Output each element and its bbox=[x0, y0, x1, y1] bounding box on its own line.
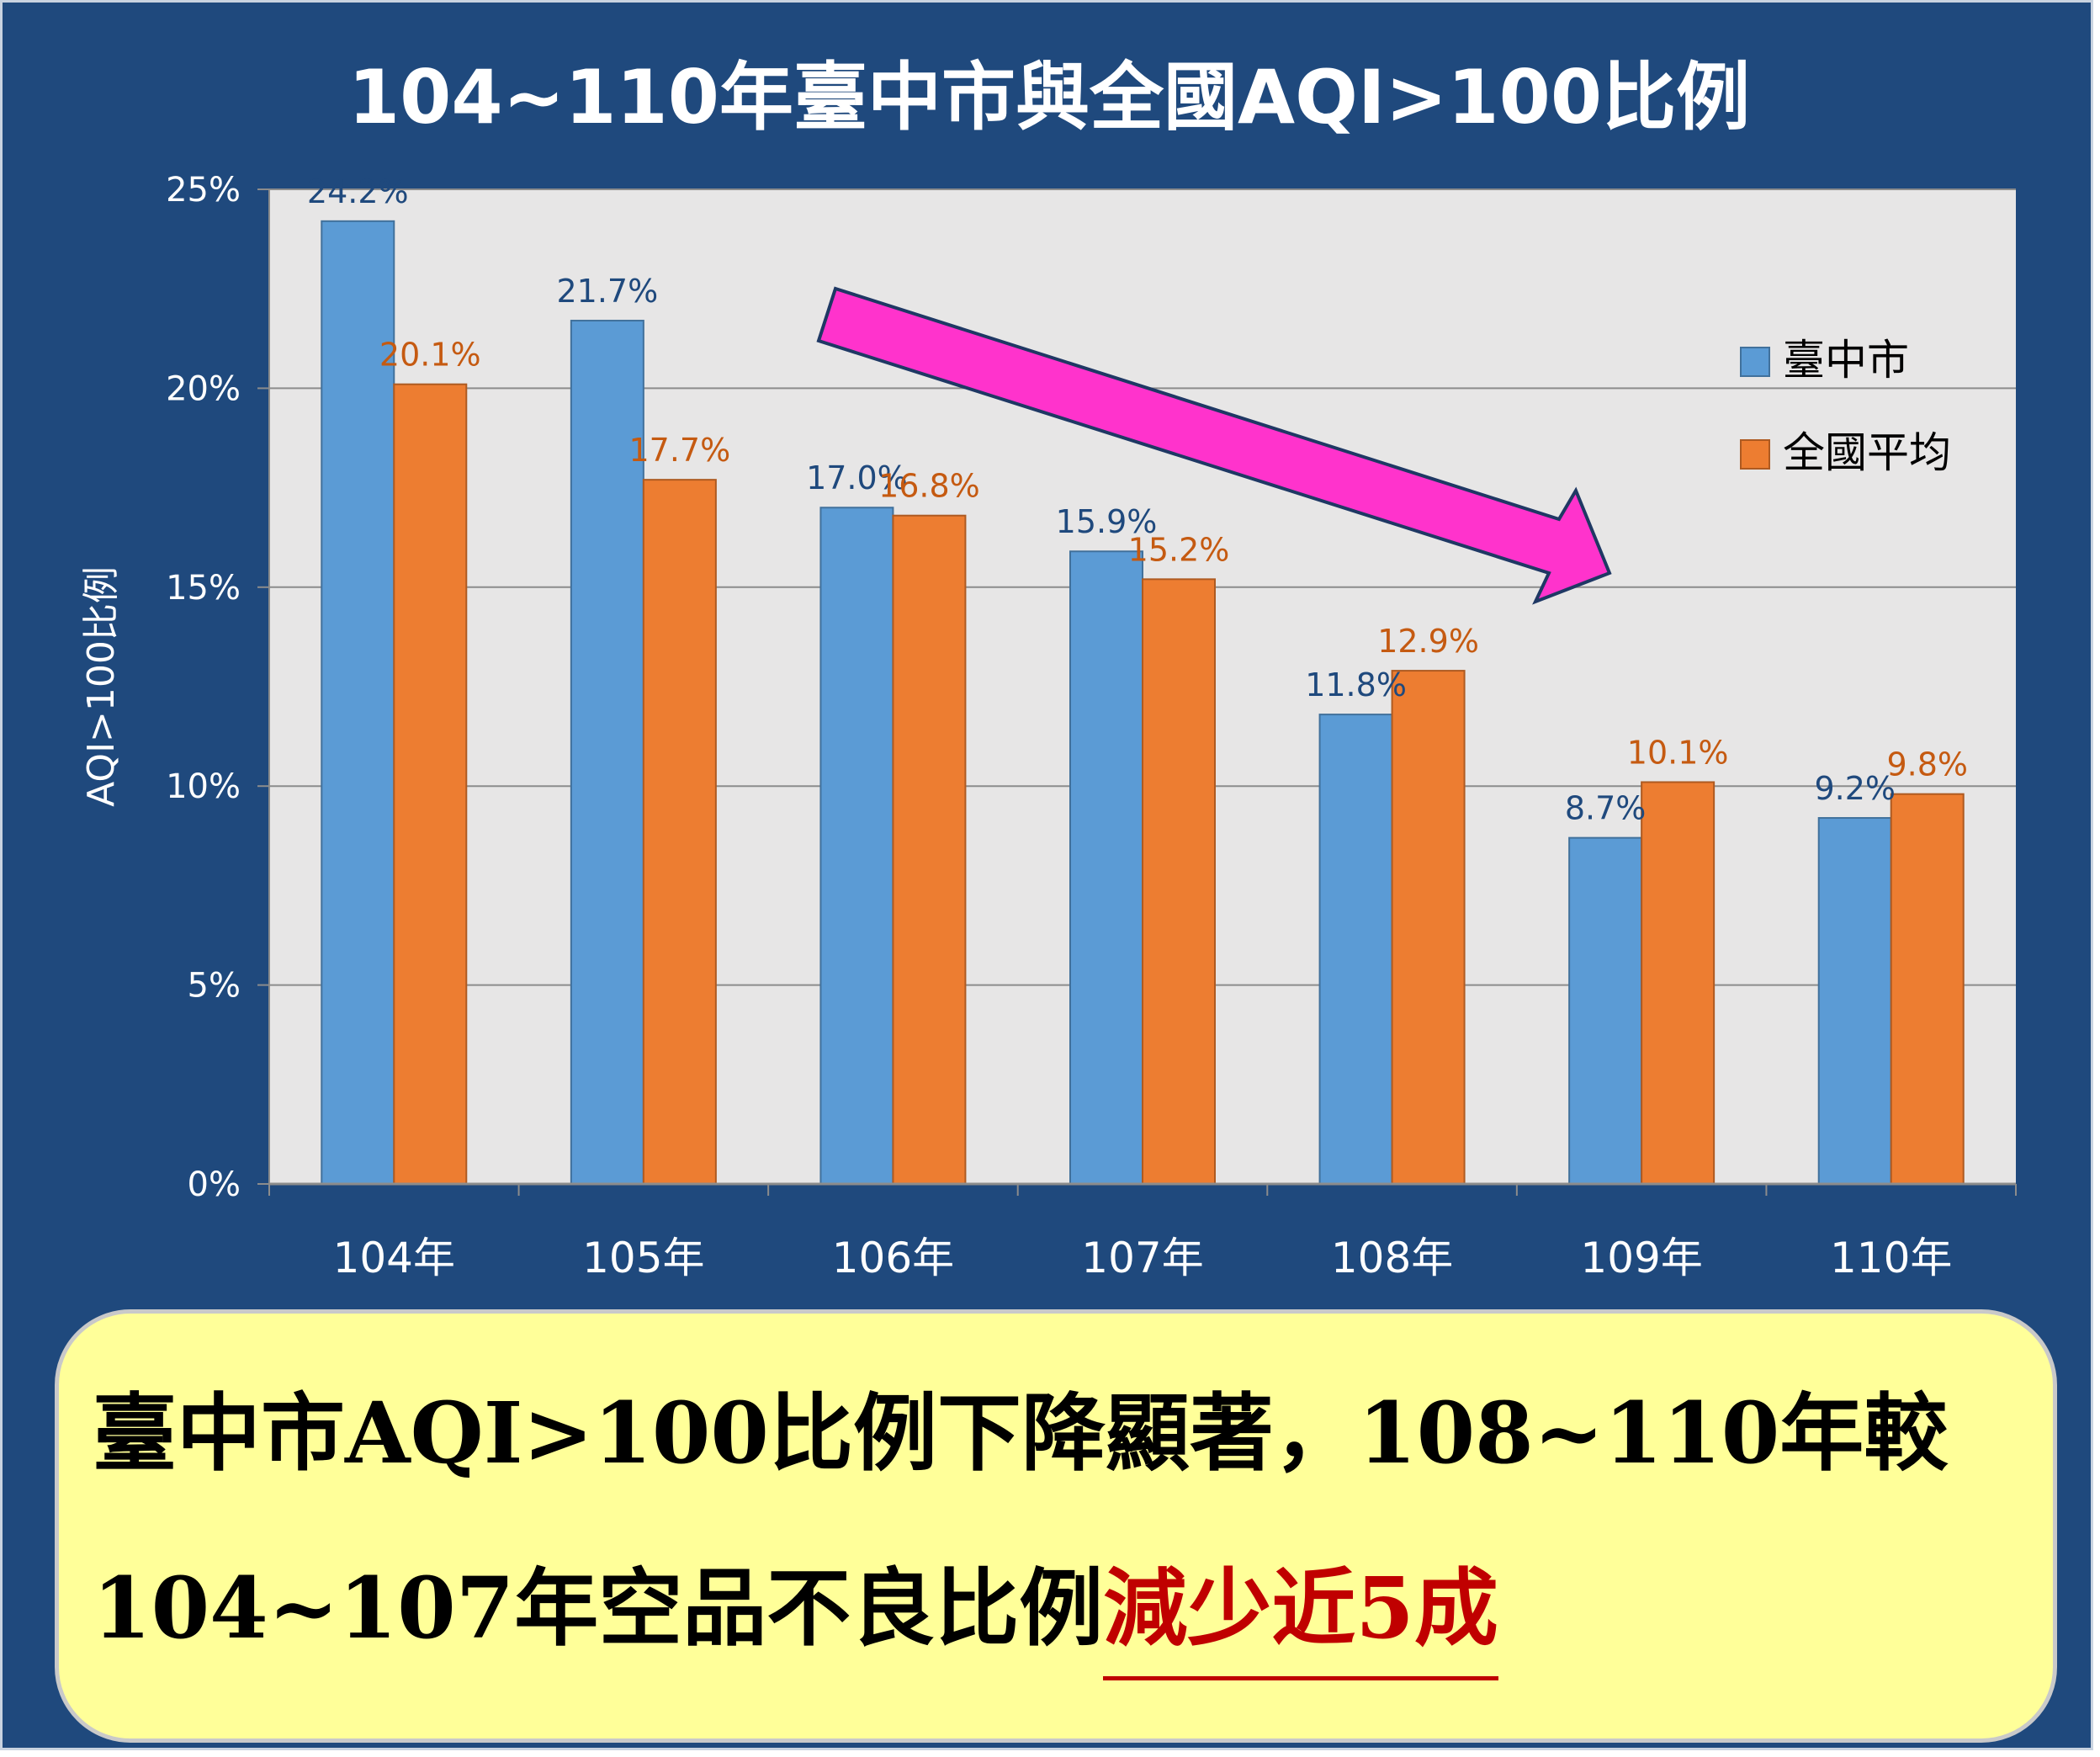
bar-national bbox=[1391, 670, 1466, 1185]
bar-taichung bbox=[1069, 550, 1143, 1185]
bar-taichung bbox=[819, 507, 894, 1185]
data-label-national: 15.2% bbox=[1128, 531, 1230, 568]
x-tick-label: 107年 bbox=[1081, 1234, 1203, 1282]
x-tick-label: 106年 bbox=[832, 1234, 954, 1282]
bar-taichung bbox=[1568, 836, 1643, 1185]
bar-chart: 0% 5% 10% 15% 20% 25% 104年 105年 106年 107年 108年 109年… bbox=[80, 171, 2017, 1282]
trend-arrow-shape bbox=[816, 286, 1612, 605]
y-tick-label: 10% bbox=[166, 767, 241, 806]
bar-national bbox=[1641, 781, 1716, 1185]
legend-label: 臺中市 bbox=[1783, 336, 1909, 385]
y-tick-label: 15% bbox=[166, 569, 241, 608]
x-tick-label: 104年 bbox=[333, 1234, 455, 1282]
trend-arrow bbox=[816, 286, 1612, 605]
bar-national bbox=[1142, 578, 1216, 1185]
bar-taichung bbox=[1318, 714, 1393, 1185]
x-tick-label: 105年 bbox=[582, 1234, 704, 1282]
y-axis-title: AQI>100比例 bbox=[80, 566, 123, 807]
data-label-national: 20.1% bbox=[379, 337, 481, 374]
data-label-taichung: 21.7% bbox=[556, 273, 658, 310]
y-tick-label: 25% bbox=[166, 171, 241, 210]
x-tick-label: 110年 bbox=[1830, 1234, 1952, 1282]
data-label-taichung: 11.8% bbox=[1305, 666, 1407, 703]
bar-national bbox=[393, 383, 468, 1185]
legend-swatch bbox=[1740, 347, 1770, 377]
bar-national bbox=[892, 514, 967, 1185]
bar-national bbox=[1890, 793, 1965, 1185]
callout-line-1: 臺中市AQI>100比例下降顯著，108~110年較 bbox=[93, 1383, 1949, 1483]
callout-line-2: 104~107年空品不良比例減少近5成 bbox=[93, 1558, 1498, 1680]
data-label-taichung: 8.7% bbox=[1565, 790, 1647, 827]
data-label-national: 12.9% bbox=[1377, 623, 1479, 660]
bar-taichung bbox=[570, 320, 644, 1185]
callout-box: 臺中市AQI>100比例下降顯著，108~110年較 104~107年空品不良比… bbox=[55, 1309, 2057, 1743]
data-label-national: 9.8% bbox=[1886, 746, 1968, 783]
data-label-national: 17.7% bbox=[628, 432, 730, 469]
data-label-taichung: 15.9% bbox=[1056, 503, 1158, 540]
y-tick-label: 0% bbox=[188, 1165, 241, 1204]
data-label-national: 16.8% bbox=[878, 468, 980, 505]
callout-highlight: 減少近5成 bbox=[1103, 1558, 1498, 1680]
bar-taichung bbox=[1817, 817, 1892, 1185]
callout-line-2-text: 104~107年空品不良比例 bbox=[93, 1558, 1104, 1658]
legend-label: 全國平均 bbox=[1783, 428, 1951, 477]
data-label-taichung: 17.0% bbox=[806, 459, 908, 496]
data-label-taichung: 24.2% bbox=[307, 173, 409, 210]
data-labels: 24.2% 21.7% 17.0% 15.9% 11.8% 8.7% 9.2% 20.1% 17… bbox=[307, 173, 1968, 827]
data-label-national: 10.1% bbox=[1627, 734, 1729, 771]
axes: 0% 5% 10% 15% 20% 25% 104年 105年 106年 107年 108年 109年… bbox=[166, 171, 2017, 1282]
y-tick-label: 5% bbox=[188, 967, 241, 1006]
bar-national bbox=[642, 479, 717, 1185]
chart-title: 104~110年臺中市與全國AQI>100比例 bbox=[347, 54, 1751, 141]
bars bbox=[321, 220, 1965, 1186]
x-tick-label: 108年 bbox=[1331, 1234, 1453, 1282]
legend-swatch bbox=[1740, 439, 1770, 470]
bar-taichung bbox=[321, 220, 395, 1186]
x-tick-label: 109年 bbox=[1580, 1234, 1702, 1282]
y-tick-label: 20% bbox=[166, 369, 241, 408]
data-label-taichung: 9.2% bbox=[1814, 770, 1896, 807]
